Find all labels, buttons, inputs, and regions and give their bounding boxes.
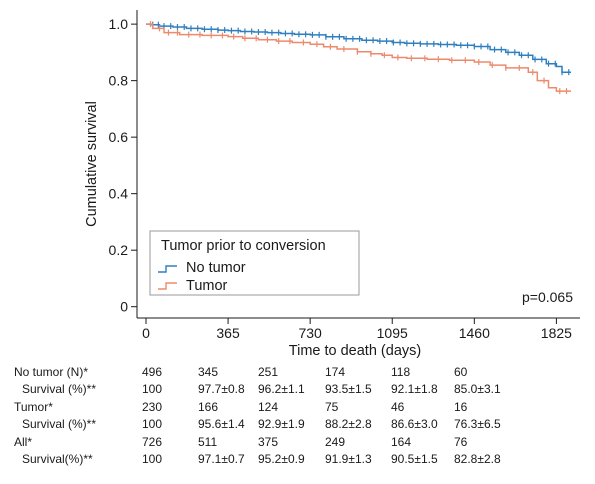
x-tick-label-1095: 1095 <box>377 325 408 341</box>
legend-swatch-tumor <box>158 282 177 290</box>
x-axis-title: Time to death (days) <box>289 343 421 359</box>
y-tick-label-0-2: 0.2 <box>109 242 129 258</box>
table-cell: 95.2±0.9 <box>258 452 305 466</box>
table-cell: 100 <box>142 382 162 396</box>
y-tick-label-0-8: 0.8 <box>109 73 129 89</box>
x-tick-label-1825: 1825 <box>541 325 572 341</box>
axis-ticks: 1.0 0.8 0.6 0.4 0.2 00 365 730 1095 1460 1825 <box>109 16 573 341</box>
table-cell: 75 <box>325 400 339 414</box>
table-cell: 249 <box>325 435 345 449</box>
table-row-label: All* <box>14 435 32 449</box>
legend-title: Tumor prior to conversion <box>161 238 326 254</box>
table-cell: 76.3±6.5 <box>454 417 501 431</box>
table-cell: 92.9±1.9 <box>258 417 305 431</box>
table-cell: 76 <box>454 435 468 449</box>
legend-box <box>149 230 360 296</box>
survival-curves <box>146 21 571 95</box>
table-cell: 496 <box>142 365 162 379</box>
plot-area: 1.0 0.8 0.6 0.4 0.2 00 365 730 1095 1460 1825 <box>109 10 580 341</box>
table-cell: 124 <box>258 400 278 414</box>
y-tick-label-0-6: 0.6 <box>109 129 129 145</box>
table-cell: 95.6±1.4 <box>198 417 245 431</box>
curve-no-tumor <box>146 23 571 73</box>
table-cell: 345 <box>198 365 218 379</box>
table-cell: 166 <box>198 400 218 414</box>
table-cell: 82.8±2.8 <box>454 452 501 466</box>
table-cell: 118 <box>391 365 410 379</box>
table-cell: 92.1±1.8 <box>391 382 438 396</box>
table-cell: 96.2±1.1 <box>258 382 305 396</box>
table-cell: 60 <box>454 365 468 379</box>
table-row-label: Survival (%)** <box>22 382 96 396</box>
table-cell: 726 <box>142 435 162 449</box>
table-cell: 174 <box>325 365 345 379</box>
table-cell: 230 <box>142 400 162 414</box>
y-tick-label-1-0: 1.0 <box>109 16 129 32</box>
y-axis-title: Cumulative survival <box>84 101 100 227</box>
legend-swatch-no-tumor <box>158 265 177 273</box>
table-row-label: Survival (%)** <box>22 417 96 431</box>
table-row-label: Survival(%)** <box>22 452 93 466</box>
table-row-label: No tumor (N)* <box>14 365 88 379</box>
table-cell: 16 <box>454 400 468 414</box>
table-cell: 97.1±0.7 <box>198 452 245 466</box>
table-cell: 85.0±3.1 <box>454 382 501 396</box>
table-row-label: Tumor* <box>14 400 53 414</box>
table-cell: 88.2±2.8 <box>325 417 372 431</box>
table-cell: 100 <box>142 452 162 466</box>
x-tick-label-1460: 1460 <box>459 325 490 341</box>
table-cell: 91.9±1.3 <box>325 452 372 466</box>
legend-label-tumor: Tumor <box>186 278 228 294</box>
legend-label-no-tumor: No tumor <box>186 260 246 276</box>
table-cell: 90.5±1.5 <box>391 452 438 466</box>
table-cell: 86.6±3.0 <box>391 417 438 431</box>
x-tick-label-730: 730 <box>298 325 322 341</box>
table-cell: 164 <box>391 435 411 449</box>
table-cell: 46 <box>391 400 405 414</box>
y-tick-label-0: 0 <box>120 299 128 315</box>
y-tick-label-0-4: 0.4 <box>109 186 129 202</box>
table-cell: 251 <box>258 365 278 379</box>
x-tick-label-365: 365 <box>216 325 240 341</box>
table-cell: 93.5±1.5 <box>325 382 372 396</box>
legend: Tumor prior to conversion No tumor Tumor <box>149 230 360 296</box>
risk-table: No tumor (N)* 496 345 251 174 118 60 Survival (… <box>14 365 501 466</box>
table-cell: 100 <box>142 417 162 431</box>
curve-tumor <box>146 23 571 92</box>
p-value-annotation: p=0.065 <box>522 289 573 305</box>
table-cell: 375 <box>258 435 278 449</box>
table-cell: 511 <box>198 435 217 449</box>
table-cell: 97.7±0.8 <box>198 382 245 396</box>
x-tick-label-0: 0 <box>142 325 150 341</box>
